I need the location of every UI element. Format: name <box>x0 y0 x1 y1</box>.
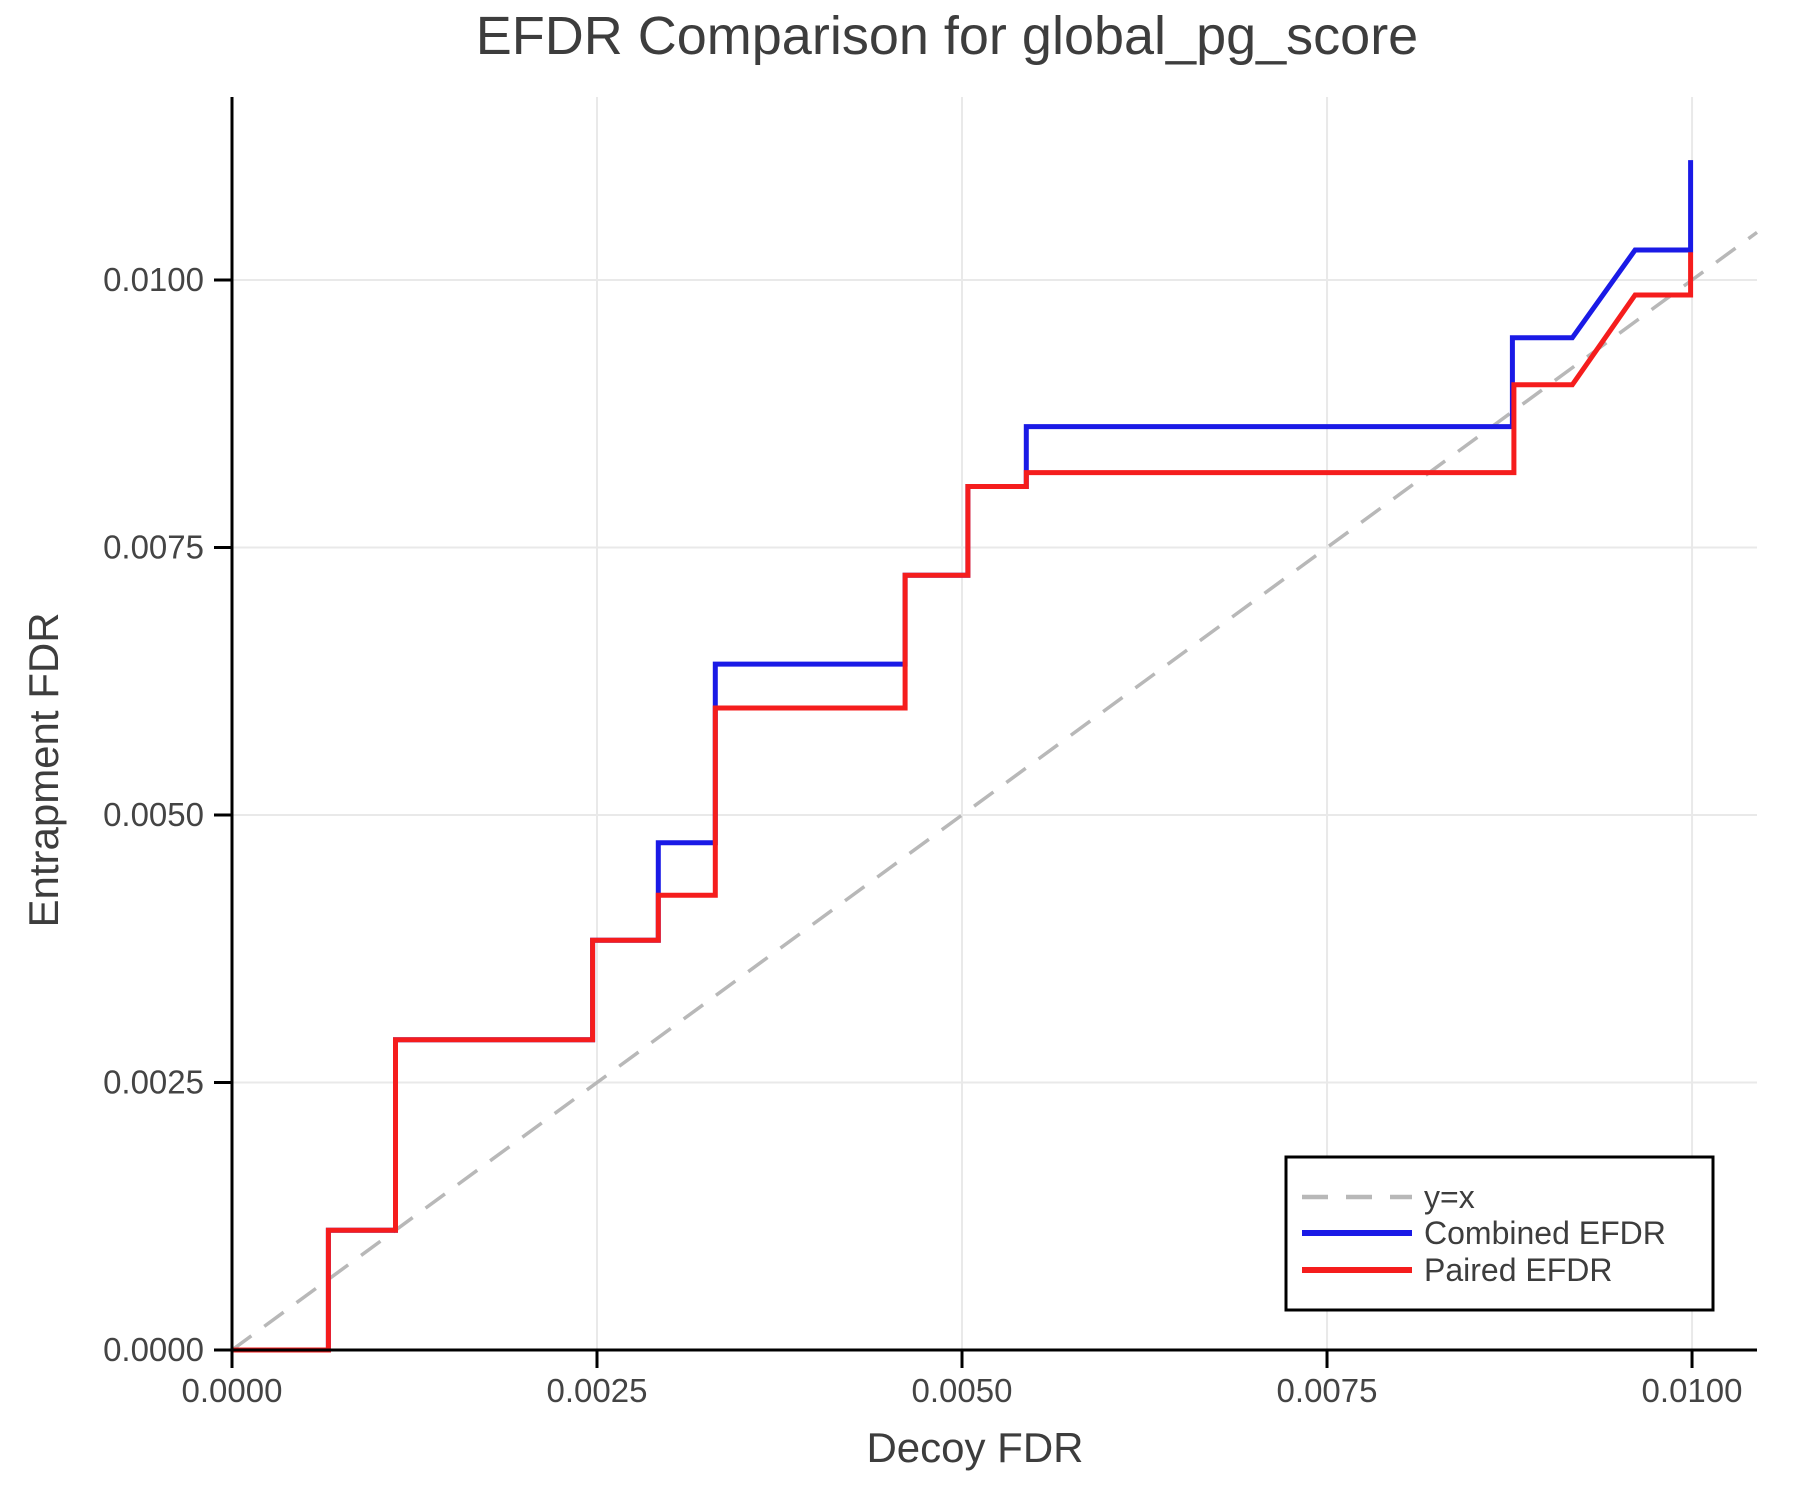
y-axis-label: Entrapment FDR <box>20 612 67 927</box>
x-tick-label: 0.0100 <box>1642 1372 1743 1409</box>
y-tick-label: 0.0000 <box>103 1331 204 1368</box>
y-tick-label: 0.0100 <box>103 261 204 298</box>
y-tick-label: 0.0025 <box>103 1063 204 1100</box>
y-tick-label: 0.0075 <box>103 528 204 565</box>
x-tick-label: 0.0050 <box>912 1372 1013 1409</box>
data-series <box>230 160 1759 1353</box>
x-tick-label: 0.0000 <box>182 1372 283 1409</box>
legend-label: Paired EFDR <box>1424 1252 1613 1288</box>
y-tick-label: 0.0050 <box>103 796 204 833</box>
chart-title: EFDR Comparison for global_pg_score <box>476 6 1418 66</box>
series-line-paired-efdr <box>232 252 1694 1353</box>
x-axis-label: Decoy FDR <box>866 1424 1083 1471</box>
legend-label: Combined EFDR <box>1424 1215 1666 1251</box>
axis-ticks <box>214 278 1694 1368</box>
series-line-y-x <box>230 230 1759 1352</box>
x-tick-label: 0.0025 <box>547 1372 648 1409</box>
gridlines <box>232 97 1757 1350</box>
x-tick-label: 0.0075 <box>1277 1372 1378 1409</box>
axes-spines <box>230 97 1757 1352</box>
axis-tick-labels: 0.0000 0.0025 0.0050 0.0075 0.0100 0.0000 0.00… <box>103 261 1742 1409</box>
legend-label: y=x <box>1424 1179 1475 1215</box>
